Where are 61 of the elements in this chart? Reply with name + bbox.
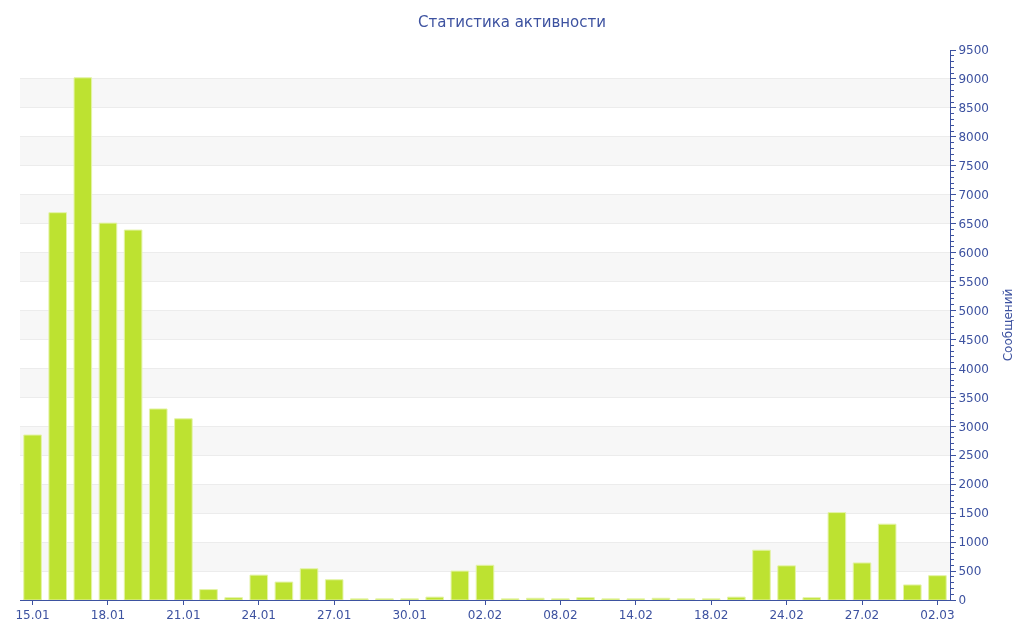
y-tick-label: 2000	[958, 477, 989, 492]
y-axis-title: Сообщений	[1000, 288, 1015, 362]
x-tick-label: 24.02	[769, 608, 804, 623]
bar	[274, 581, 294, 600]
y-tick-label: 5500	[958, 274, 989, 289]
bar	[576, 597, 595, 600]
y-tick-label: 9000	[958, 72, 989, 87]
bar	[852, 562, 872, 600]
bar	[73, 77, 93, 600]
y-tick-label: 2500	[958, 448, 989, 463]
y-tick-label: 1500	[958, 506, 989, 521]
y-tick-label: 4500	[958, 332, 989, 347]
y-tick-label: 3000	[958, 419, 989, 434]
x-tick-label: 15.01	[15, 608, 50, 623]
bar	[727, 596, 746, 600]
bar	[827, 512, 847, 600]
x-tick-label: 27.01	[317, 608, 352, 623]
y-tick-label: 1000	[958, 535, 989, 550]
bar	[123, 229, 143, 600]
y-tick-label: 5000	[958, 303, 989, 318]
y-tick-label: 3500	[958, 390, 989, 405]
bar	[450, 570, 470, 600]
bar	[23, 434, 42, 600]
x-tick-label: 14.02	[618, 608, 653, 623]
bar	[224, 597, 243, 600]
y-tick-label: 7500	[958, 158, 989, 173]
bar	[48, 212, 67, 600]
x-tick-label: 18.01	[90, 608, 126, 623]
bar	[174, 418, 193, 600]
y-tick-label: 8000	[958, 130, 989, 145]
bar	[752, 549, 771, 600]
x-tick-label: 02.02	[467, 608, 503, 623]
bar	[425, 596, 445, 600]
y-tick-label: 8500	[958, 101, 989, 116]
x-tick-label: 21.01	[166, 608, 201, 623]
x-tick-label: 18.02	[694, 608, 729, 623]
bar	[98, 222, 118, 600]
x-tick-label: 27.02	[844, 608, 880, 623]
bar	[877, 523, 897, 600]
x-tick-label: 02.03	[920, 608, 955, 623]
bar	[249, 574, 269, 600]
bar	[324, 579, 344, 600]
x-tick-label: 24.01	[241, 608, 276, 623]
y-tick-label: 7000	[958, 187, 989, 202]
bar	[199, 589, 218, 600]
y-tick-label: 500	[958, 564, 982, 579]
y-tick-label: 6500	[958, 216, 989, 231]
bar	[148, 408, 168, 600]
chart-title: Статистика активности	[418, 12, 606, 31]
x-tick-label: 08.02	[543, 608, 578, 623]
y-tick-label: 0	[958, 593, 967, 608]
bar	[299, 568, 319, 600]
bar	[928, 575, 947, 600]
bar	[903, 584, 922, 600]
y-tick-label: 9500	[958, 43, 989, 58]
bar	[475, 564, 495, 600]
bar	[777, 565, 796, 600]
x-tick-label: 30.01	[392, 608, 427, 623]
y-tick-label: 6000	[958, 245, 989, 260]
bar	[802, 597, 822, 600]
y-tick-label: 4000	[958, 361, 989, 376]
